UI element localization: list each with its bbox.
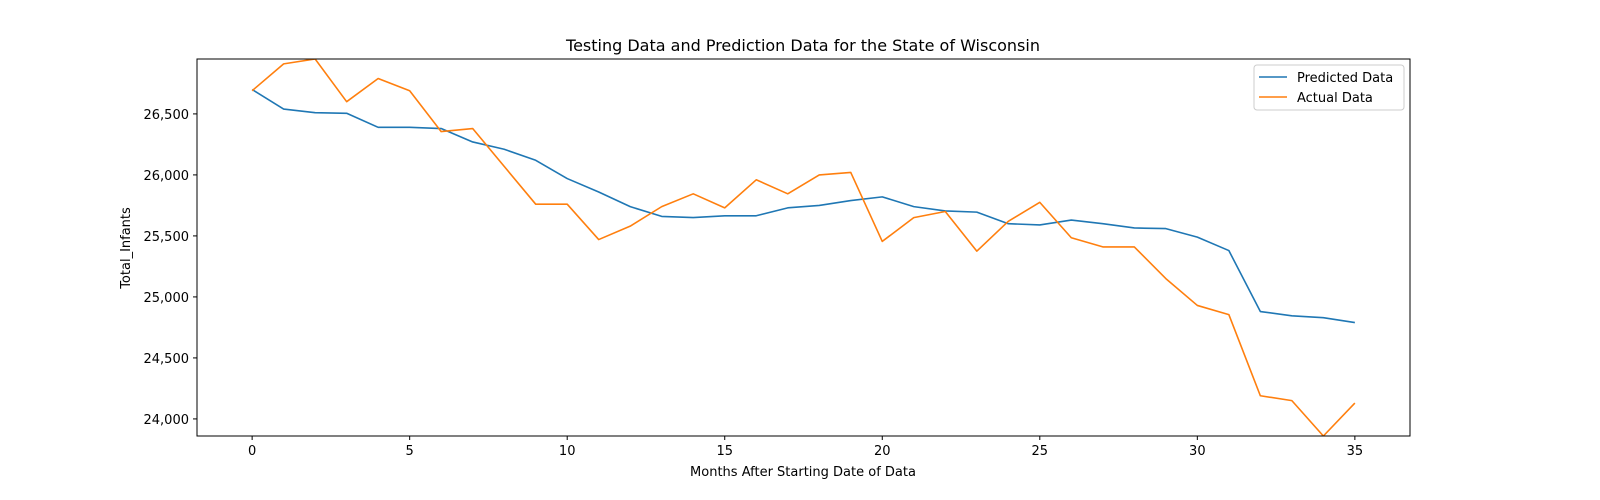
x-tick-label: 30 bbox=[1189, 444, 1206, 459]
plot-frame bbox=[196, 58, 1411, 437]
x-tick-label: 25 bbox=[1032, 444, 1049, 459]
x-tick-label: 5 bbox=[406, 444, 414, 459]
series-line-actual-data bbox=[251, 59, 1356, 436]
x-axis-label: Months After Starting Date of Data bbox=[690, 465, 916, 480]
x-tick-label: 15 bbox=[716, 444, 733, 459]
y-tick-label: 26,500 bbox=[144, 108, 190, 123]
y-tick-label: 26,000 bbox=[144, 169, 190, 184]
series-line-predicted-data bbox=[251, 88, 1355, 324]
legend: Predicted Data Actual Data bbox=[1253, 64, 1405, 111]
plot-area: 0 5 10 15 20 25 30 35 24,000 24,500 25,000 25,500 26… bbox=[144, 58, 1411, 459]
y-tick-label: 25,000 bbox=[144, 291, 190, 306]
legend-label: Actual Data bbox=[1297, 91, 1373, 106]
x-tick-label: 0 bbox=[248, 444, 256, 459]
y-tick-label: 24,000 bbox=[144, 413, 190, 428]
legend-box bbox=[1253, 64, 1405, 111]
chart-title: Testing Data and Prediction Data for the… bbox=[565, 36, 1040, 55]
x-tick-label: 20 bbox=[874, 444, 891, 459]
x-tick-label: 10 bbox=[559, 444, 576, 459]
x-tick-label: 35 bbox=[1347, 444, 1364, 459]
legend-label: Predicted Data bbox=[1297, 71, 1393, 86]
y-tick-label: 25,500 bbox=[144, 230, 190, 245]
y-axis-label: Total_Infants bbox=[119, 207, 134, 290]
y-tick-label: 24,500 bbox=[144, 352, 190, 367]
